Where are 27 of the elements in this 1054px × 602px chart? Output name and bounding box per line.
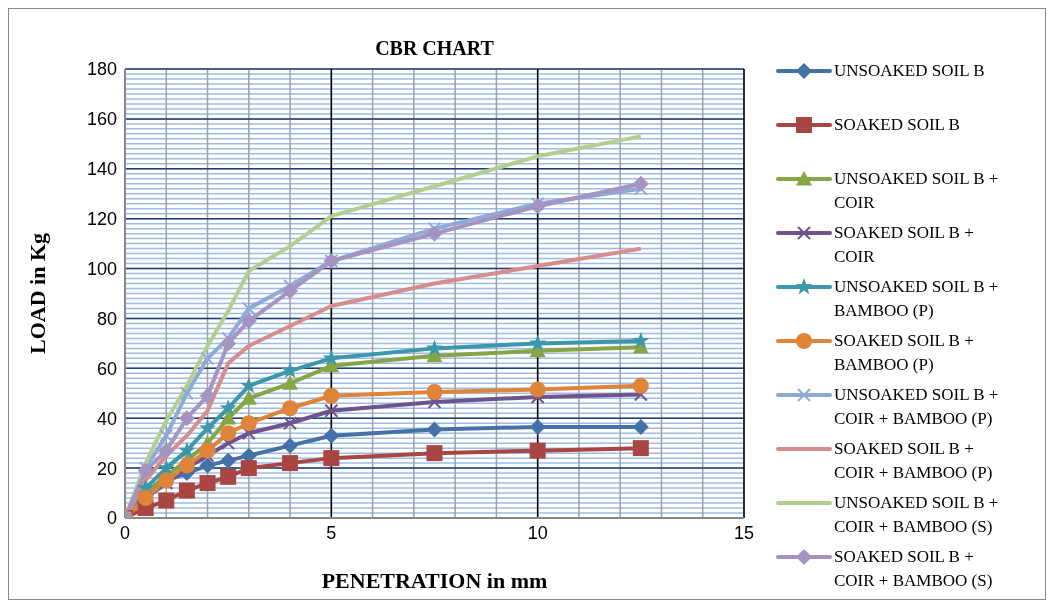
legend-label: SOAKED SOIL B bbox=[834, 114, 961, 136]
y-tick-label: 120 bbox=[86, 209, 117, 230]
legend-label: SOAKED SOIL B + BAMBOO (P) bbox=[834, 330, 975, 376]
y-tick-label: 0 bbox=[106, 508, 117, 529]
y-tick-label: 100 bbox=[86, 258, 117, 279]
y-tick-label: 160 bbox=[86, 109, 117, 130]
legend-label: SOAKED SOIL B + COIR + BAMBOO (S) bbox=[834, 546, 994, 592]
y-tick-label: 40 bbox=[96, 408, 117, 429]
y-tick-label: 140 bbox=[86, 159, 117, 180]
legend-label: SOAKED SOIL B + COIR + BAMBOO (P) bbox=[834, 438, 994, 484]
x-tick-label: 0 bbox=[119, 522, 131, 543]
x-tick-label: 5 bbox=[326, 522, 337, 543]
legend-label: UNSOAKED SOIL B + COIR + BAMBOO (S) bbox=[834, 492, 1000, 538]
chart-title: CBR CHART bbox=[374, 37, 495, 60]
legend-label: UNSOAKED SOIL B bbox=[834, 60, 986, 82]
y-tick-label: 180 bbox=[86, 59, 117, 80]
y-axis-title: LOAD in Kg bbox=[24, 232, 50, 355]
y-tick-label: 60 bbox=[96, 358, 117, 379]
legend-label: SOAKED SOIL B + COIR bbox=[834, 222, 975, 268]
x-tick-label: 10 bbox=[527, 522, 548, 543]
legend-label: UNSOAKED SOIL B + BAMBOO (P) bbox=[834, 276, 1000, 322]
legend-label: UNSOAKED SOIL B + COIR + BAMBOO (P) bbox=[834, 384, 1000, 430]
y-tick-label: 20 bbox=[96, 458, 117, 479]
legend-label: UNSOAKED SOIL B + COIR bbox=[834, 168, 1000, 214]
x-tick-label: 15 bbox=[733, 522, 755, 543]
x-axis-title: PENETRATION in mm bbox=[321, 568, 548, 593]
y-tick-label: 80 bbox=[96, 308, 117, 329]
